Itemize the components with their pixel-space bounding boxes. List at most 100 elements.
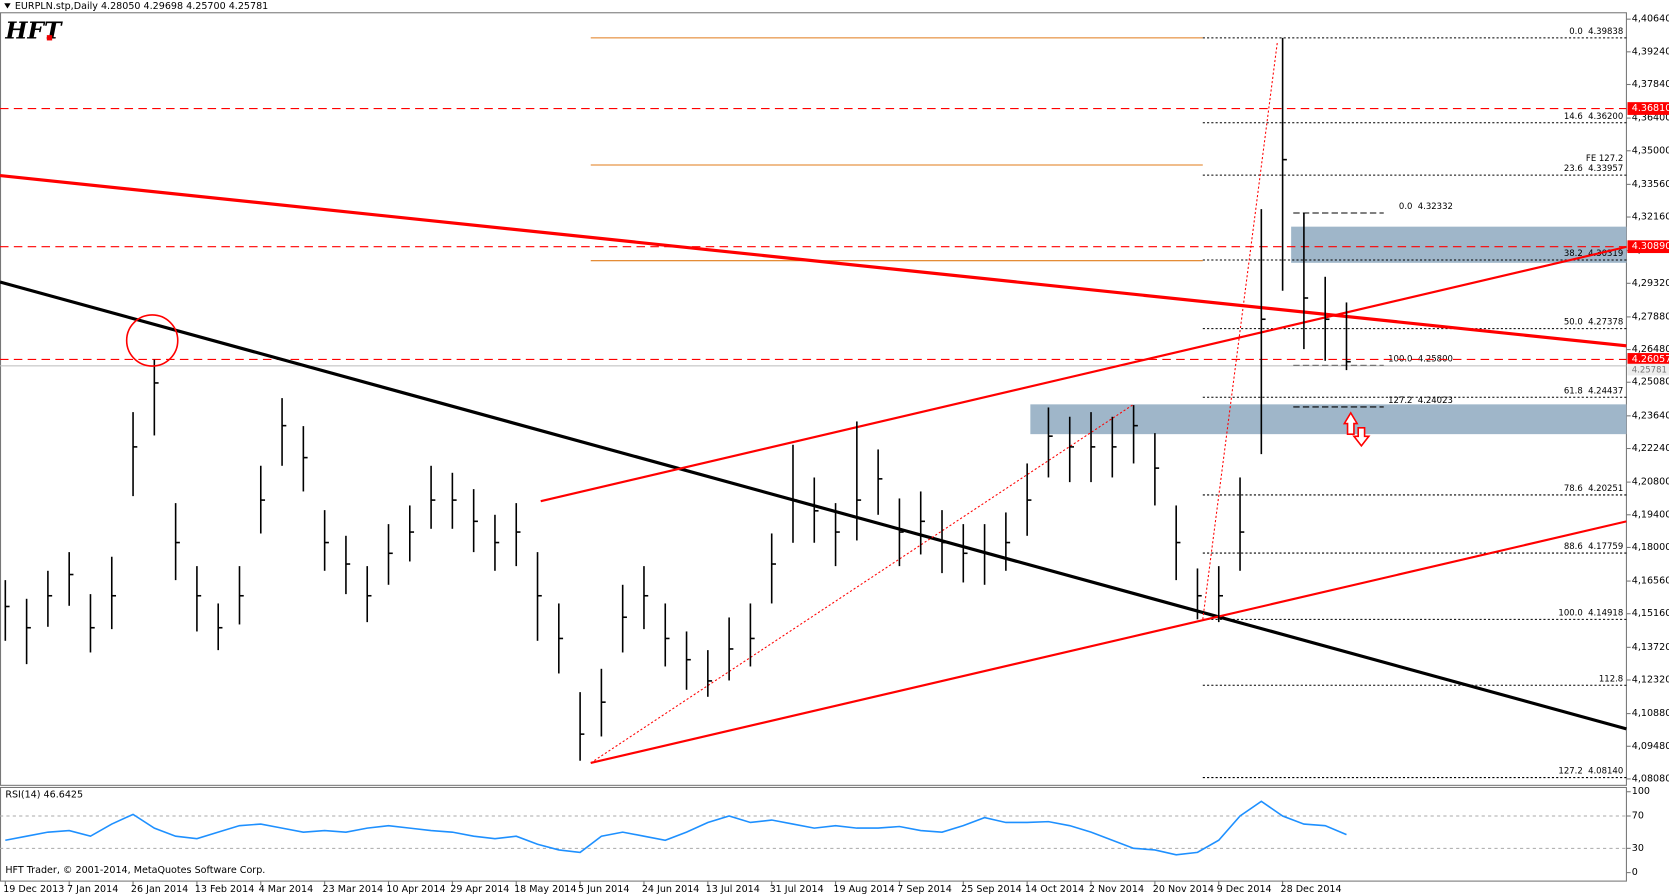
fibo-price: 4.33957 — [1588, 164, 1623, 174]
fibo-label: 23.6 — [1564, 164, 1583, 174]
x-tick-label: 29 Apr 2014 — [450, 884, 509, 895]
rsi-tick-label: 30 — [1632, 843, 1644, 854]
rsi-title: RSI(14) 46.6425 — [5, 789, 83, 800]
fibo-price: 4.14918 — [1588, 608, 1623, 618]
fibo-price: 4.30319 — [1588, 249, 1623, 259]
x-tick-label: 26 Jan 2014 — [131, 884, 188, 895]
fibo-price: 4.27378 — [1588, 318, 1623, 328]
fibo-label: 78.6 — [1564, 484, 1583, 494]
fibo-price: 4.36200 — [1588, 112, 1623, 122]
trendline — [1202, 42, 1278, 620]
copyright: HFT Trader, © 2001-2014, MetaQuotes Soft… — [5, 865, 265, 876]
logo: HFT — [4, 16, 63, 44]
y-tick-label: 4,36400 — [1632, 113, 1669, 124]
fibo-price: 4.08140 — [1588, 767, 1623, 777]
menu-marker — [4, 3, 11, 9]
y-tick-label: 4,19400 — [1632, 509, 1669, 520]
fibo-label: 88.6 — [1564, 542, 1583, 552]
up-arrow — [1342, 411, 1359, 435]
y-tick-label: 4,39240 — [1632, 46, 1669, 57]
x-tick-label: 20 Nov 2014 — [1153, 884, 1214, 895]
fibo-label: 50.0 — [1564, 318, 1583, 328]
x-tick-label: 18 May 2014 — [514, 884, 576, 895]
zone — [1291, 226, 1627, 263]
x-tick-label: 13 Feb 2014 — [195, 884, 255, 895]
fibo-price: 4.20251 — [1588, 484, 1623, 494]
price-frame — [0, 12, 1627, 786]
fibo-label: 112.8 — [1599, 674, 1623, 684]
y-tick-label: 4,23640 — [1632, 410, 1669, 421]
y-tick-label: 4,37840 — [1632, 79, 1669, 90]
x-tick-label: 23 Mar 2014 — [323, 884, 384, 895]
x-tick-label: 7 Sep 2014 — [897, 884, 952, 895]
last-price-tag — [1627, 363, 1669, 376]
y-tick-label: 4,15160 — [1632, 608, 1669, 619]
x-tick-label: 14 Oct 2014 — [1025, 884, 1084, 895]
fibo-price: 4.24437 — [1588, 386, 1623, 396]
x-tick-label: 2 Nov 2014 — [1089, 884, 1144, 895]
rsi-frame — [0, 786, 1627, 882]
y-tick-label: 4,13720 — [1632, 642, 1669, 653]
fibo-price: 4.25800 — [1418, 355, 1453, 365]
chart-title: EURPLN.stp,Daily 4.28050 4.29698 4.25700… — [15, 1, 268, 12]
level-tag-label: 4.36810 — [1632, 103, 1669, 114]
x-tick-label: 9 Dec 2014 — [1217, 884, 1272, 895]
fibo-price: 4.32332 — [1418, 202, 1453, 212]
fibo-label: 61.8 — [1564, 386, 1583, 396]
trendline — [540, 245, 1627, 503]
y-tick-label: 4,29320 — [1632, 278, 1669, 289]
fibo-label: 127.2 — [1388, 396, 1412, 406]
x-tick-label: 19 Dec 2013 — [3, 884, 64, 895]
last-price-label: 4.25781 — [1632, 366, 1667, 376]
y-tick-label: 4,27880 — [1632, 311, 1669, 322]
x-tick-label: 24 Jun 2014 — [642, 884, 700, 895]
x-tick-label: 4 Mar 2014 — [259, 884, 314, 895]
fibo-label: 14.6 — [1564, 112, 1583, 122]
y-tick-label: 4,40640 — [1632, 14, 1669, 25]
y-tick-label: 4,16560 — [1632, 576, 1669, 587]
y-tick-label: 4,18000 — [1632, 542, 1669, 553]
level-tag — [1627, 240, 1669, 254]
rsi-tick-label: 70 — [1632, 811, 1644, 822]
fibo-label: 100.0 — [1558, 608, 1582, 618]
level-tag — [1627, 353, 1669, 366]
y-tick-label: 4,26480 — [1632, 344, 1669, 355]
fibo-label: 127.2 — [1558, 767, 1582, 777]
y-tick-label: 4,08080 — [1632, 773, 1669, 784]
y-tick-label: 4,22240 — [1632, 443, 1669, 454]
rsi-tick-label: 100 — [1632, 786, 1650, 797]
level-tag — [1627, 102, 1669, 115]
y-tick-label: 4,33560 — [1632, 179, 1669, 190]
rsi-line — [5, 800, 1347, 856]
x-tick-label: 7 Jan 2014 — [67, 884, 118, 895]
y-tick-label: 4,10880 — [1632, 708, 1669, 719]
logo-dot — [46, 35, 53, 41]
y-tick-label: 4,35000 — [1632, 145, 1669, 156]
x-tick-label: 10 Apr 2014 — [386, 884, 445, 895]
y-tick-label: 4,25080 — [1632, 377, 1669, 388]
x-tick-label: 5 Jun 2014 — [578, 884, 629, 895]
trendline — [0, 280, 1627, 731]
fibo-price: 4.39838 — [1588, 27, 1623, 37]
zone — [1030, 404, 1627, 435]
trendline — [0, 173, 1627, 348]
trendline — [590, 520, 1627, 764]
fibo-label: FE 127.2 — [1586, 154, 1623, 164]
level-tag-label: 4.26057 — [1632, 354, 1669, 365]
trendline — [590, 403, 1134, 764]
fibo-label: 38.2 — [1564, 249, 1583, 259]
fibo-price: 4.24023 — [1418, 396, 1453, 406]
x-tick-label: 31 Jul 2014 — [770, 884, 824, 895]
plot-layer: 4,40640 4,39240 4,37840 4,36400 4,35000 4,335… — [0, 14, 1669, 895]
highlight-circle — [125, 314, 179, 367]
y-tick-label: 4,32160 — [1632, 212, 1669, 223]
y-tick-label: 4,12320 — [1632, 674, 1669, 685]
x-tick-label: 25 Sep 2014 — [961, 884, 1022, 895]
x-tick-label: 19 Aug 2014 — [833, 884, 894, 895]
down-arrow — [1352, 426, 1371, 448]
x-tick-label: 28 Dec 2014 — [1280, 884, 1341, 895]
fibo-label: 0.0 — [1399, 202, 1413, 212]
fibo-price: 4.17759 — [1588, 542, 1623, 552]
